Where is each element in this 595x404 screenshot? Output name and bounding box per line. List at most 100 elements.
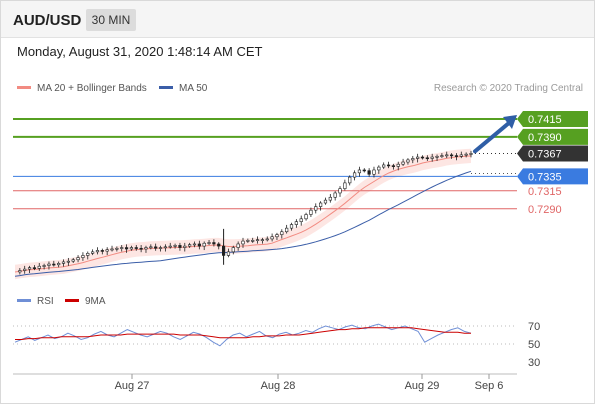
candle-body [425, 157, 429, 160]
level-tag-0.7335 [517, 168, 588, 185]
candle-body [192, 243, 197, 246]
candle-body [124, 247, 129, 250]
rsi-tick-50: 50 [528, 339, 540, 351]
candle-body [129, 247, 134, 250]
ma50-swatch [159, 85, 173, 89]
candle-body [251, 240, 255, 242]
ma50-line [14, 170, 472, 277]
candle-body [23, 268, 27, 271]
candle-body [382, 164, 386, 168]
instrument-title: AUD/USD [13, 12, 82, 29]
candle-body [202, 242, 206, 247]
candle-body [348, 176, 352, 184]
level-tag-0.7415 [517, 110, 588, 127]
candle-body [328, 196, 332, 201]
candle-body [367, 170, 371, 175]
candle-body [280, 231, 284, 235]
level-tag-0.7390 [517, 128, 588, 145]
x-tick-label-0: Aug 27 [115, 380, 150, 392]
candle-body [241, 240, 245, 245]
candle-body [61, 261, 66, 264]
candle-body [401, 161, 405, 165]
candle-body [416, 156, 420, 159]
candle-body [71, 259, 75, 262]
candle-body [377, 166, 381, 171]
candle-body [396, 163, 400, 167]
ma20-swatch [17, 85, 31, 89]
candle-body [32, 267, 37, 269]
candle-body [158, 247, 163, 249]
candle-body [86, 252, 90, 256]
candle-body [178, 245, 182, 248]
rsi-swatch [17, 298, 31, 302]
candle-body [37, 265, 41, 269]
candle-body [115, 247, 119, 250]
9ma-swatch [65, 298, 79, 302]
candle-body [459, 154, 463, 157]
candle-body [357, 169, 362, 174]
credit-text: Research © 2020 Trading Central [433, 83, 583, 94]
candle-body [386, 164, 391, 167]
candle-body [57, 263, 61, 266]
candle-body [226, 251, 231, 256]
candle-body [52, 263, 56, 266]
candle-body [27, 267, 32, 270]
candle-body [110, 248, 114, 251]
candle-body [445, 154, 449, 157]
level-label-0.7367: 0.7367 [528, 148, 562, 160]
ma50-label: MA 50 [179, 83, 208, 94]
candle-body [309, 209, 313, 215]
x-tick-label-2: Aug 29 [405, 380, 440, 392]
candle-body [454, 155, 459, 157]
interval-badge[interactable]: 30 MIN [86, 9, 136, 31]
candle-body [333, 192, 337, 198]
candle-body [246, 240, 250, 242]
candle-body [154, 246, 158, 249]
forecast-arrow-shaft [473, 120, 511, 154]
candle-body [285, 227, 289, 233]
candle-body [188, 244, 192, 247]
candle-body [95, 250, 100, 253]
level-label-0.7290: 0.7290 [528, 204, 562, 216]
level-label-0.7415: 0.7415 [528, 114, 562, 126]
level-label-0.7390: 0.7390 [528, 132, 562, 144]
candle-body [236, 243, 240, 248]
candle-body [42, 265, 46, 267]
candle-body [314, 206, 318, 211]
timestamp: Monday, August 31, 2020 1:48:14 AM CET [17, 44, 263, 59]
candle-body [294, 221, 298, 225]
rsi-tick-30: 30 [528, 357, 540, 369]
candle-body [144, 247, 148, 250]
candle-body [464, 153, 468, 156]
candle-body [338, 188, 342, 194]
level-label-0.7315: 0.7315 [528, 186, 562, 198]
level-label-0.7335: 0.7335 [528, 171, 562, 183]
candle-body [66, 260, 70, 263]
candle-body [173, 245, 177, 247]
candle-body [430, 156, 434, 159]
x-tick-label-3: Sep 6 [475, 380, 504, 392]
candle-body [260, 239, 265, 241]
candle-body [411, 158, 415, 161]
candle-body [406, 159, 410, 163]
candle-body [304, 214, 308, 220]
candle-body [343, 182, 347, 189]
widget-header: AUD/USD 30 MIN [1, 1, 594, 38]
bollinger-band [15, 148, 471, 280]
candle-body [149, 246, 153, 249]
candle-body [212, 242, 216, 245]
candle-body [120, 247, 124, 249]
forecast-arrow-head [503, 114, 517, 129]
candle-body [275, 234, 279, 238]
candle-body [391, 165, 395, 167]
legend-ma20: MA 20 + Bollinger Bands [17, 83, 147, 94]
candle-body [289, 224, 294, 229]
candle-body [163, 246, 167, 249]
candle-body [299, 218, 303, 222]
ma20-label: MA 20 + Bollinger Bands [37, 83, 147, 94]
candle-body [420, 156, 425, 159]
candle-body [440, 155, 444, 157]
rsi-series-9MA [15, 327, 471, 340]
